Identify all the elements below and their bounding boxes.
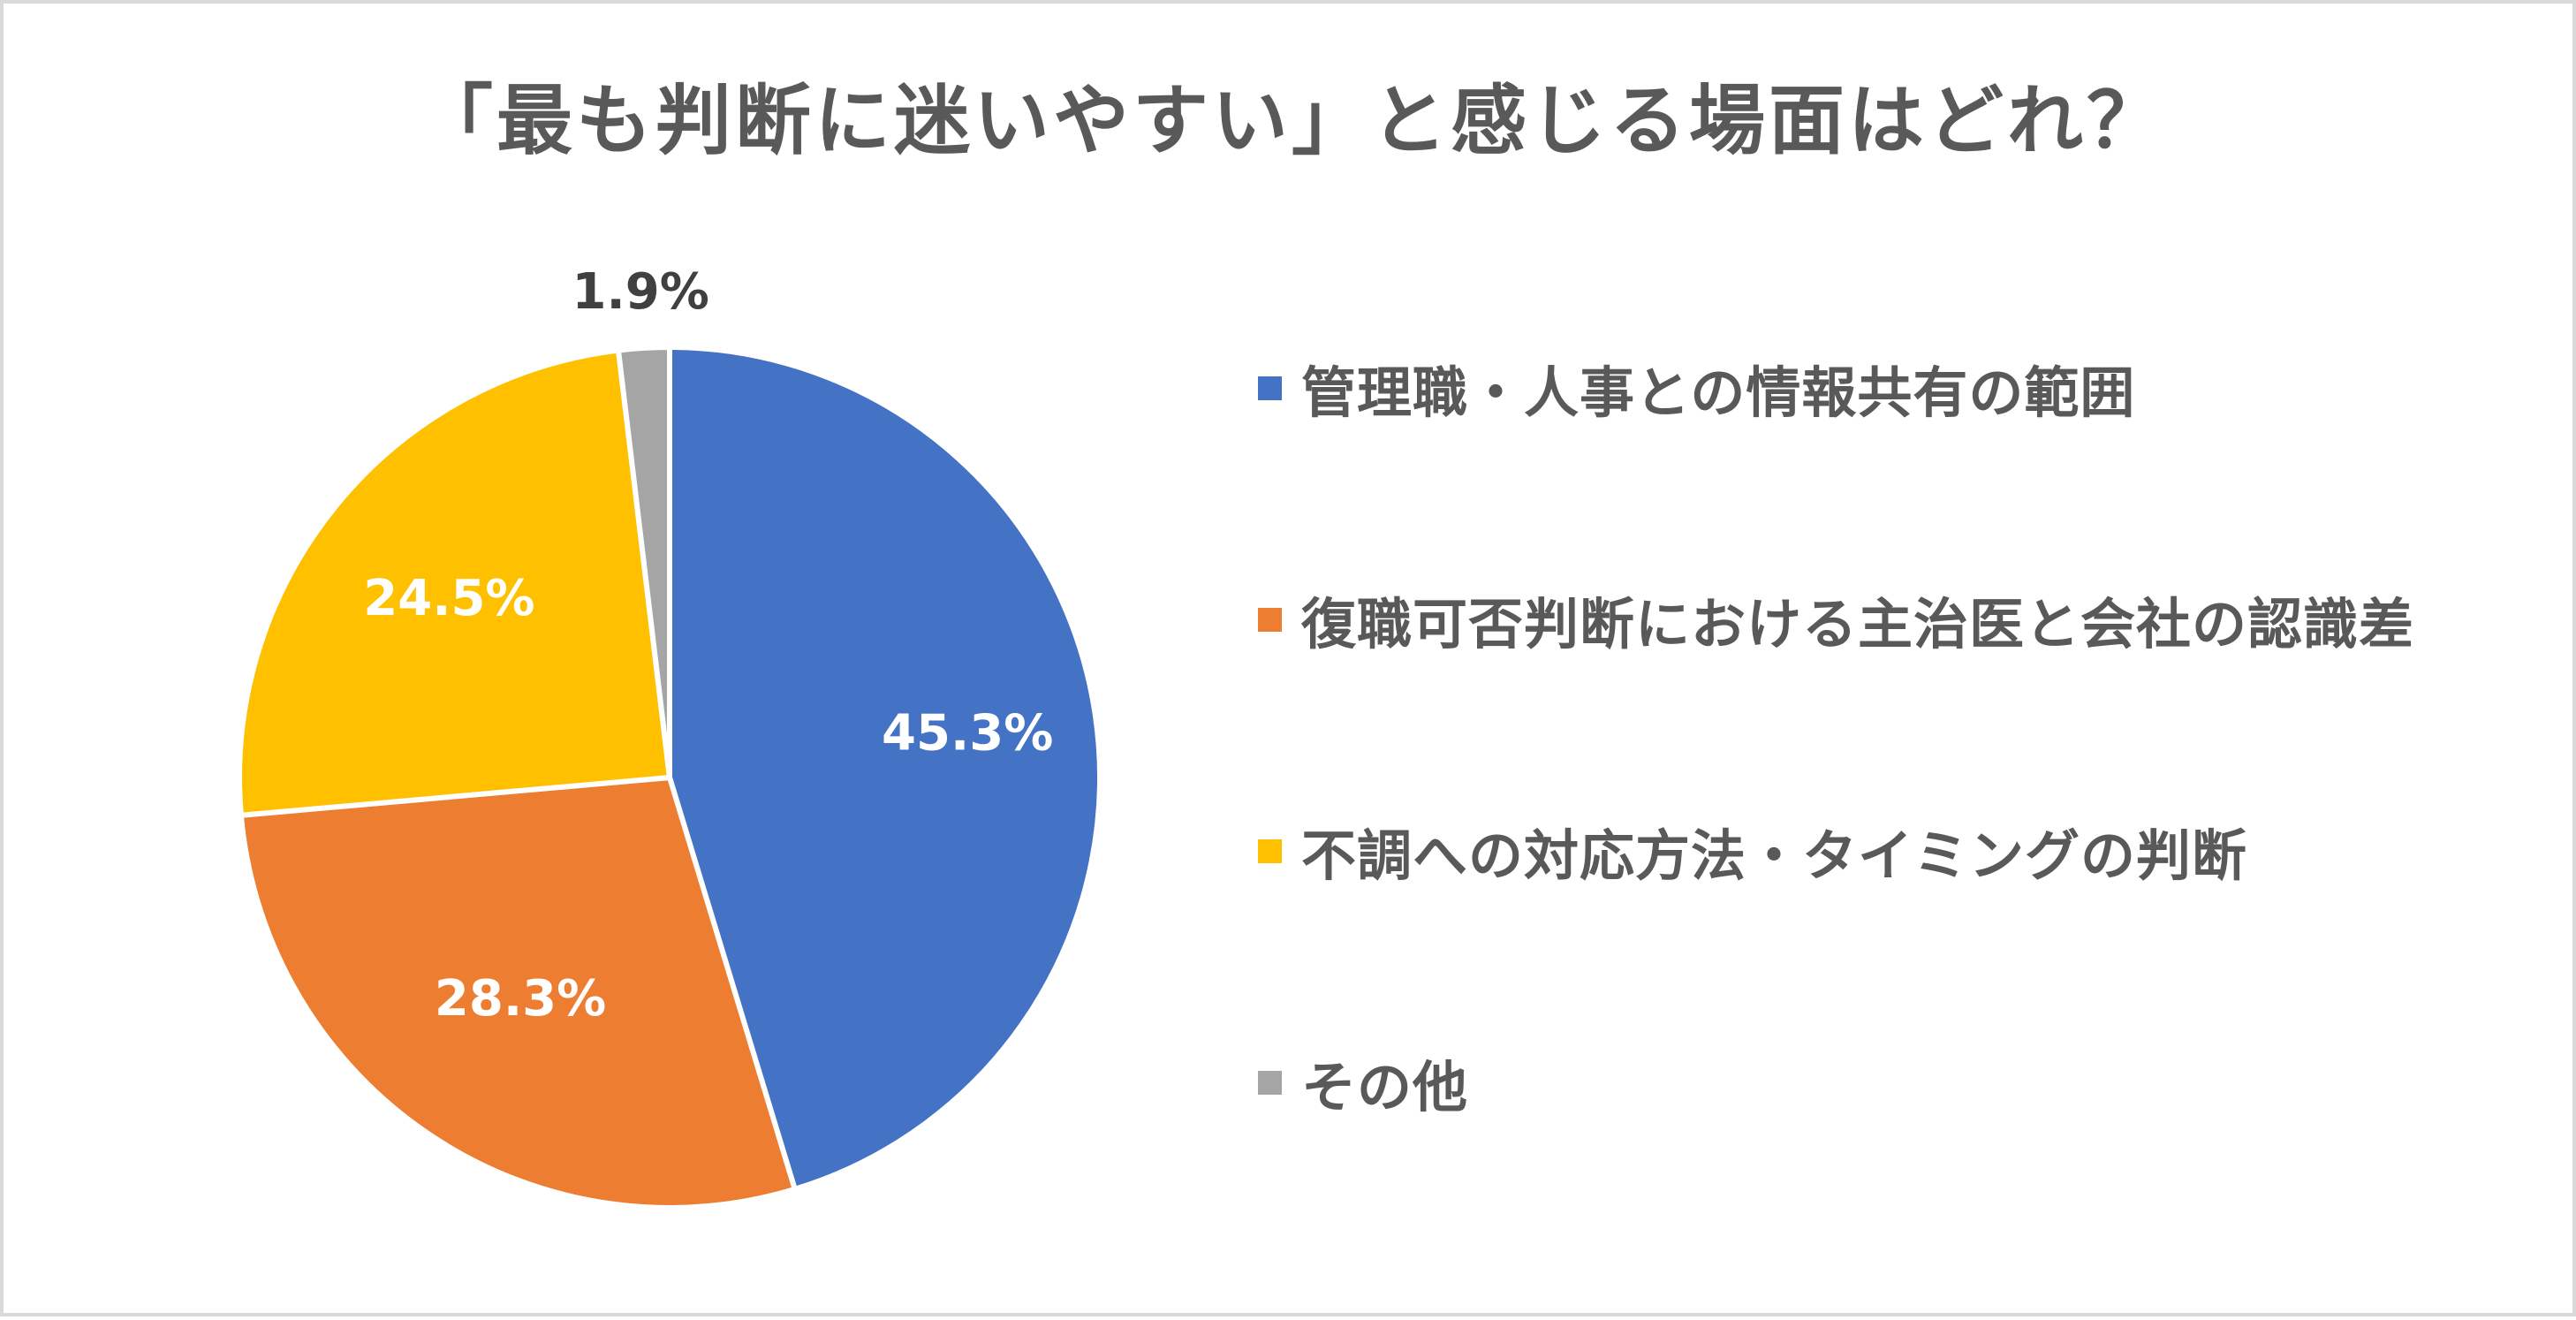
- legend-label: 復職可否判断における主治医と会社の認識差: [1301, 592, 2415, 656]
- slice-info-sharing: [667, 345, 1103, 1192]
- slice-other: [616, 345, 672, 780]
- data-label-response-method: 24.5%: [363, 570, 534, 627]
- legend-label: 管理職・人事との情報共有の範囲: [1301, 360, 2136, 425]
- chart-title: 「最も判断に迷いやすい」と感じる場面はどれ？: [417, 77, 2166, 165]
- legend-label: その他: [1301, 1055, 1469, 1119]
- data-label-return-judgment: 28.3%: [435, 970, 606, 1028]
- legend-label: 不調への対応方法・タイミングの判断: [1301, 823, 2248, 888]
- legend-swatch: [1258, 838, 1282, 863]
- legend-item-response-method: 不調への対応方法・タイミングの判断: [1258, 816, 2247, 888]
- legend-item-other: その他: [1258, 1047, 1468, 1119]
- pie-chart: 45.3% 28.3% 24.5% 1.9%: [237, 263, 1103, 1211]
- pie-data-labels: 45.3% 28.3% 24.5% 1.9%: [363, 263, 1053, 1028]
- legend-swatch: [1258, 1070, 1282, 1095]
- legend-swatch: [1258, 376, 1282, 400]
- legend-swatch: [1258, 607, 1282, 632]
- slice-response-method: [237, 347, 672, 818]
- legend-item-info-sharing: 管理職・人事との情報共有の範囲: [1258, 353, 2135, 425]
- data-label-info-sharing: 45.3%: [882, 704, 1053, 762]
- legend-item-return-judgment: 復職可否判断における主治医と会社の認識差: [1258, 584, 2414, 656]
- slice-return-judgment: [238, 775, 798, 1211]
- data-label-other: 1.9%: [572, 263, 709, 321]
- pie-slices: [237, 345, 1103, 1211]
